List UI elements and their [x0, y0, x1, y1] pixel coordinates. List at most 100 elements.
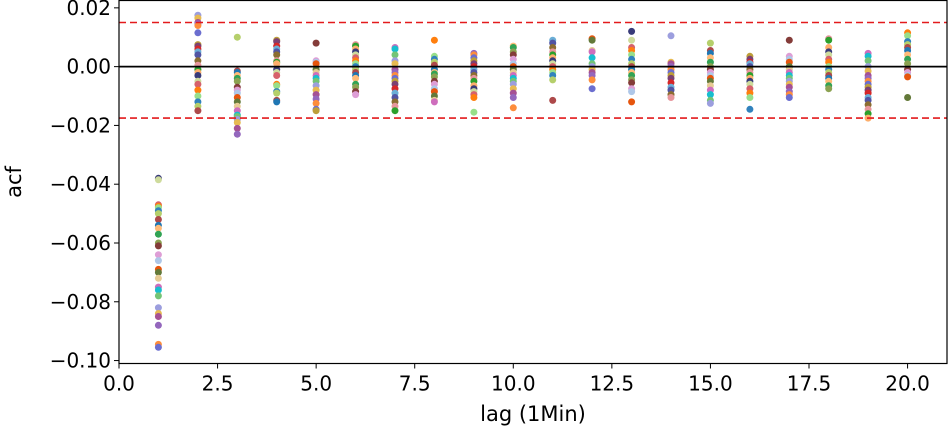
data-point — [154, 242, 162, 250]
data-point — [154, 251, 162, 259]
data-point — [154, 321, 162, 329]
data-point — [667, 32, 675, 40]
data-point — [154, 274, 162, 282]
data-point — [430, 36, 438, 44]
data-point — [273, 89, 281, 97]
data-point — [154, 304, 162, 312]
data-point — [667, 94, 675, 101]
data-point — [233, 77, 241, 85]
data-point — [273, 60, 281, 68]
data-point — [273, 82, 281, 90]
data-point — [430, 98, 438, 106]
data-point — [233, 124, 241, 132]
x-tick-label: 7.5 — [399, 372, 431, 396]
data-point — [312, 39, 320, 47]
data-point — [509, 94, 517, 101]
x-tick-label: 12.5 — [590, 372, 635, 396]
data-point — [194, 29, 202, 37]
data-point — [746, 105, 754, 113]
data-point — [194, 107, 202, 115]
data-point — [154, 292, 162, 300]
data-point — [154, 176, 162, 184]
data-point — [549, 76, 557, 84]
x-tick-label: 0.0 — [103, 372, 135, 396]
data-point — [628, 88, 636, 96]
data-point — [470, 94, 478, 101]
data-point — [194, 72, 202, 79]
data-point — [352, 74, 360, 82]
data-point — [233, 119, 241, 126]
data-point — [154, 343, 162, 351]
data-point — [154, 268, 162, 276]
data-point — [154, 210, 162, 218]
y-tick-label: 0.02 — [66, 0, 111, 20]
data-point — [904, 60, 912, 68]
y-tick-label: −0.02 — [50, 113, 111, 137]
x-tick-label: 15.0 — [688, 372, 733, 396]
data-point — [233, 33, 241, 41]
data-point — [352, 91, 360, 99]
data-point — [746, 94, 754, 101]
data-point — [904, 32, 912, 40]
data-point — [588, 36, 596, 44]
data-point — [194, 80, 202, 88]
scatter-points-layer — [154, 11, 912, 351]
x-axis-ticks: 0.0 2.5 5.0 7.5 10.0 12.5 15.0 17.5 20.0 — [103, 363, 930, 396]
data-point — [273, 51, 281, 59]
data-point — [785, 36, 793, 44]
data-point — [233, 130, 241, 138]
data-point — [391, 107, 399, 115]
data-point — [391, 60, 399, 68]
data-point — [864, 57, 872, 65]
data-point — [588, 48, 596, 56]
y-tick-label: −0.10 — [50, 349, 111, 373]
data-point — [588, 85, 596, 93]
data-point — [706, 99, 714, 107]
x-tick-label: 20.0 — [885, 372, 930, 396]
data-point — [194, 22, 202, 29]
data-point — [628, 79, 636, 87]
data-point — [549, 96, 557, 104]
data-point — [588, 54, 596, 62]
data-point — [154, 216, 162, 223]
data-point — [509, 104, 517, 112]
data-point — [785, 94, 793, 101]
data-point — [312, 60, 320, 68]
data-point — [312, 99, 320, 107]
data-point — [825, 85, 833, 93]
x-tick-label: 5.0 — [300, 372, 332, 396]
reference-lines-layer — [119, 21, 947, 119]
y-tick-label: −0.06 — [50, 231, 111, 255]
data-point — [904, 73, 912, 81]
data-point — [154, 286, 162, 294]
x-tick-label: 2.5 — [202, 372, 234, 396]
data-point — [588, 76, 596, 84]
data-point — [628, 27, 636, 35]
data-point — [706, 39, 714, 47]
data-point — [825, 36, 833, 44]
data-point — [904, 94, 912, 101]
data-point — [312, 107, 320, 115]
plot-frame — [118, 0, 948, 365]
data-point — [706, 91, 714, 99]
data-point — [154, 230, 162, 238]
data-point — [154, 313, 162, 320]
data-point — [194, 86, 202, 94]
data-point — [470, 108, 478, 116]
data-point — [194, 92, 202, 100]
data-point — [154, 257, 162, 265]
data-point — [273, 72, 281, 79]
data-point — [194, 51, 202, 59]
data-point — [391, 51, 399, 59]
data-point — [273, 98, 281, 106]
x-axis-title: lag (1Min) — [480, 402, 586, 426]
y-axis-title: acf — [2, 165, 26, 197]
y-tick-label: −0.04 — [50, 172, 111, 196]
x-tick-label: 10.0 — [491, 372, 536, 396]
data-point — [391, 45, 399, 53]
data-point — [628, 98, 636, 106]
y-tick-label: −0.08 — [50, 290, 111, 314]
y-axis-ticks: 0.02 0.00 −0.02 −0.04 −0.06 −0.08 −0.10 — [50, 0, 119, 373]
y-tick-label: 0.00 — [66, 55, 111, 79]
